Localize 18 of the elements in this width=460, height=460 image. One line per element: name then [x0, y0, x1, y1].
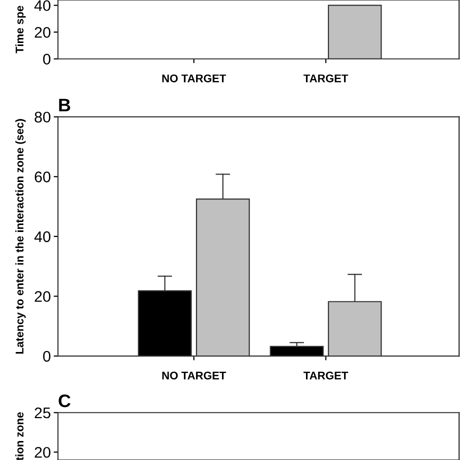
x-tick-label: NO TARGET — [162, 372, 226, 380]
y-tick-label: 80 — [34, 112, 50, 123]
chart-title: C — [58, 394, 71, 408]
x-tick-label: TARGET — [304, 372, 348, 380]
y-tick-label: 60 — [34, 172, 50, 182]
y-tick-label: 40 — [34, 231, 50, 242]
y-axis-title: Time spe — [15, 6, 26, 54]
y-tick-label: 0 — [43, 350, 50, 362]
y-tick-label: 25 — [34, 407, 50, 418]
y-axis-title: Latency to enter in the interaction zone (sec) — [15, 119, 26, 354]
y-tick-label: 20 — [34, 446, 50, 458]
y-tick-label: 0 — [43, 54, 50, 65]
y-tick-label: 20 — [34, 291, 50, 302]
chart-title: B — [59, 98, 70, 112]
x-tick-label: TARGET — [304, 74, 348, 82]
y-tick-label: 40 — [34, 0, 50, 12]
y-tick-label: 20 — [34, 26, 50, 38]
x-tick-label: NO TARGET — [162, 74, 226, 82]
